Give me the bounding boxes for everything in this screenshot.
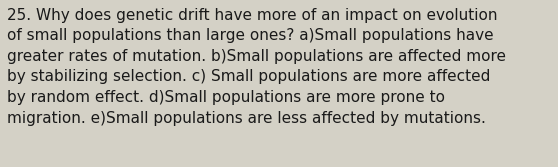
Text: 25. Why does genetic drift have more of an impact on evolution
of small populati: 25. Why does genetic drift have more of … — [7, 8, 506, 126]
